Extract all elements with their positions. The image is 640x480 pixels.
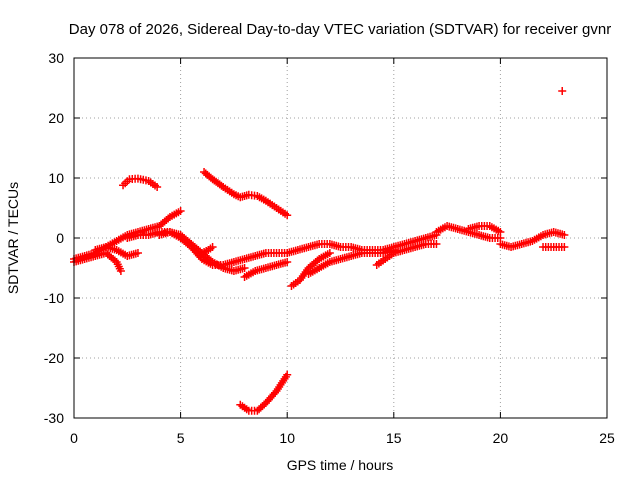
axis-ticks xyxy=(73,57,608,419)
series-trace-4 xyxy=(119,174,162,191)
x-tick-label: 10 xyxy=(279,430,295,446)
data-point xyxy=(133,249,142,257)
data-point xyxy=(153,183,162,191)
x-tick-label: 0 xyxy=(70,430,78,446)
data-points xyxy=(70,87,569,415)
y-tick-label: 10 xyxy=(48,170,64,186)
data-point xyxy=(116,267,125,275)
series-trace-7 xyxy=(197,243,217,257)
data-point xyxy=(496,228,505,236)
data-point xyxy=(283,258,292,266)
x-tick-label: 5 xyxy=(177,430,185,446)
y-tick-label: 20 xyxy=(48,110,64,126)
data-point xyxy=(176,207,185,215)
series-outlier xyxy=(558,87,567,95)
y-tick-label: 0 xyxy=(56,230,64,246)
chart-title: Day 078 of 2026, Sidereal Day-to-day VTE… xyxy=(69,21,611,38)
y-tick-label: -20 xyxy=(44,350,64,366)
series-trace-18 xyxy=(539,243,569,251)
x-tick-label: 25 xyxy=(599,430,615,446)
y-tick-label: -30 xyxy=(44,410,64,426)
series-trace-16 xyxy=(464,222,505,236)
x-tick-label: 20 xyxy=(493,430,509,446)
data-point xyxy=(558,87,567,95)
x-tick-label: 15 xyxy=(386,430,402,446)
data-point xyxy=(560,243,569,251)
grid xyxy=(74,58,607,418)
data-point xyxy=(560,231,569,239)
data-point xyxy=(432,240,441,248)
data-point xyxy=(208,243,217,251)
series-trace-8 xyxy=(200,168,292,220)
series-trace-3 xyxy=(91,243,142,260)
series-trace-11 xyxy=(287,249,334,290)
series-trace-10 xyxy=(240,258,292,281)
data-point xyxy=(325,249,334,257)
plot-frame xyxy=(73,57,608,419)
series-trace-5 xyxy=(123,228,249,275)
series-trace-17 xyxy=(496,228,569,251)
series-trace-14 xyxy=(372,240,441,269)
data-point xyxy=(240,264,249,272)
data-point xyxy=(283,211,292,220)
series-trace-6 xyxy=(155,228,292,269)
y-tick-label: -10 xyxy=(44,290,64,306)
data-point xyxy=(283,370,292,379)
axis-tick-labels: 0 5 10 15 20 25 -30 -20 -10 0 10 20 30 xyxy=(44,50,615,446)
x-axis-label: GPS time / hours xyxy=(287,457,394,473)
series-trace-9 xyxy=(236,370,292,415)
series-trace-15 xyxy=(432,222,505,242)
y-tick-label: 30 xyxy=(48,50,64,66)
y-axis-label: SDTVAR / TECUs xyxy=(5,182,21,294)
